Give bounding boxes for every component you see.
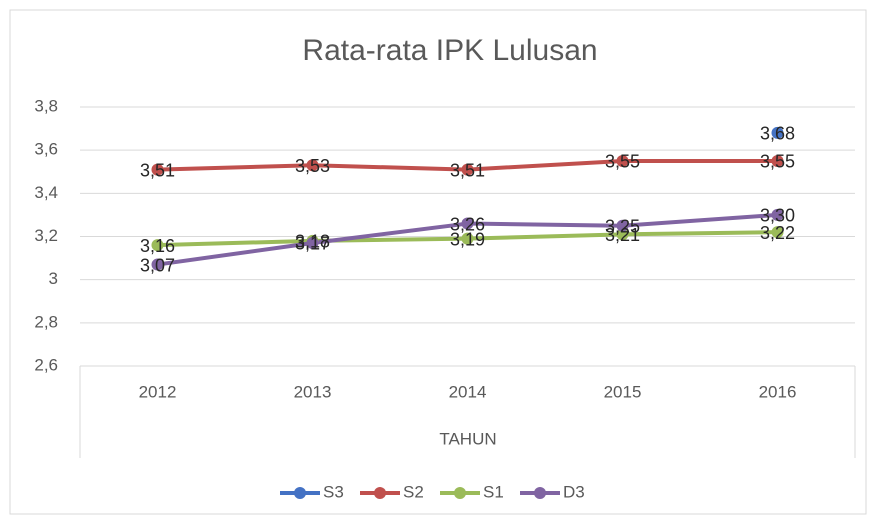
chart-border bbox=[9, 9, 867, 515]
legend-label: S2 bbox=[403, 482, 424, 501]
legend-marker bbox=[454, 487, 466, 499]
y-tick-label: 2,8 bbox=[34, 312, 58, 331]
data-label: 3,22 bbox=[760, 223, 795, 243]
data-label: 3,55 bbox=[760, 152, 795, 172]
legend-marker bbox=[534, 487, 546, 499]
point bbox=[151, 258, 164, 271]
data-label: 3,51 bbox=[140, 160, 175, 180]
data-label: 3,19 bbox=[450, 229, 485, 249]
point bbox=[461, 163, 474, 176]
data-label: 3,30 bbox=[760, 206, 795, 226]
point bbox=[616, 154, 629, 167]
y-tick-label: 3,4 bbox=[34, 183, 58, 202]
point bbox=[771, 154, 784, 167]
data-label: 3,17 bbox=[295, 234, 330, 254]
legend-label: S1 bbox=[483, 482, 504, 501]
point bbox=[306, 236, 319, 249]
point bbox=[771, 126, 784, 139]
point bbox=[616, 219, 629, 232]
point bbox=[461, 217, 474, 230]
y-tick-label: 3 bbox=[49, 269, 58, 288]
data-label: 3,25 bbox=[605, 216, 640, 236]
y-tick-label: 3,8 bbox=[34, 96, 58, 115]
point bbox=[616, 228, 629, 241]
x-tick-label: 2013 bbox=[294, 382, 332, 401]
legend-label: S3 bbox=[323, 482, 344, 501]
chart-title: Rata-rata IPK Lulusan bbox=[302, 34, 597, 67]
y-tick-label: 3,6 bbox=[34, 140, 58, 159]
data-label: 3,07 bbox=[140, 255, 175, 275]
point bbox=[771, 226, 784, 239]
data-label: 3,26 bbox=[450, 214, 485, 234]
point bbox=[306, 159, 319, 172]
legend-marker bbox=[374, 487, 386, 499]
point bbox=[461, 232, 474, 245]
x-tick-label: 2016 bbox=[759, 382, 797, 401]
point bbox=[151, 239, 164, 252]
data-label: 3,18 bbox=[295, 232, 330, 252]
data-label: 3,21 bbox=[605, 225, 640, 245]
y-tick-label: 3,2 bbox=[34, 226, 58, 245]
data-label: 3,55 bbox=[605, 152, 640, 172]
x-tick-label: 2014 bbox=[449, 382, 487, 401]
y-tick-label: 2,6 bbox=[34, 355, 58, 374]
legend-marker bbox=[294, 487, 306, 499]
x-tick-label: 2015 bbox=[604, 382, 642, 401]
point bbox=[771, 208, 784, 221]
point bbox=[151, 163, 164, 176]
data-label: 3,53 bbox=[295, 156, 330, 176]
data-label: 3,51 bbox=[450, 160, 485, 180]
x-axis-title: TAHUN bbox=[439, 429, 496, 448]
data-label: 3,16 bbox=[140, 236, 175, 256]
legend-label: D3 bbox=[563, 482, 585, 501]
x-tick-label: 2012 bbox=[139, 382, 177, 401]
data-label: 3,68 bbox=[760, 124, 795, 144]
